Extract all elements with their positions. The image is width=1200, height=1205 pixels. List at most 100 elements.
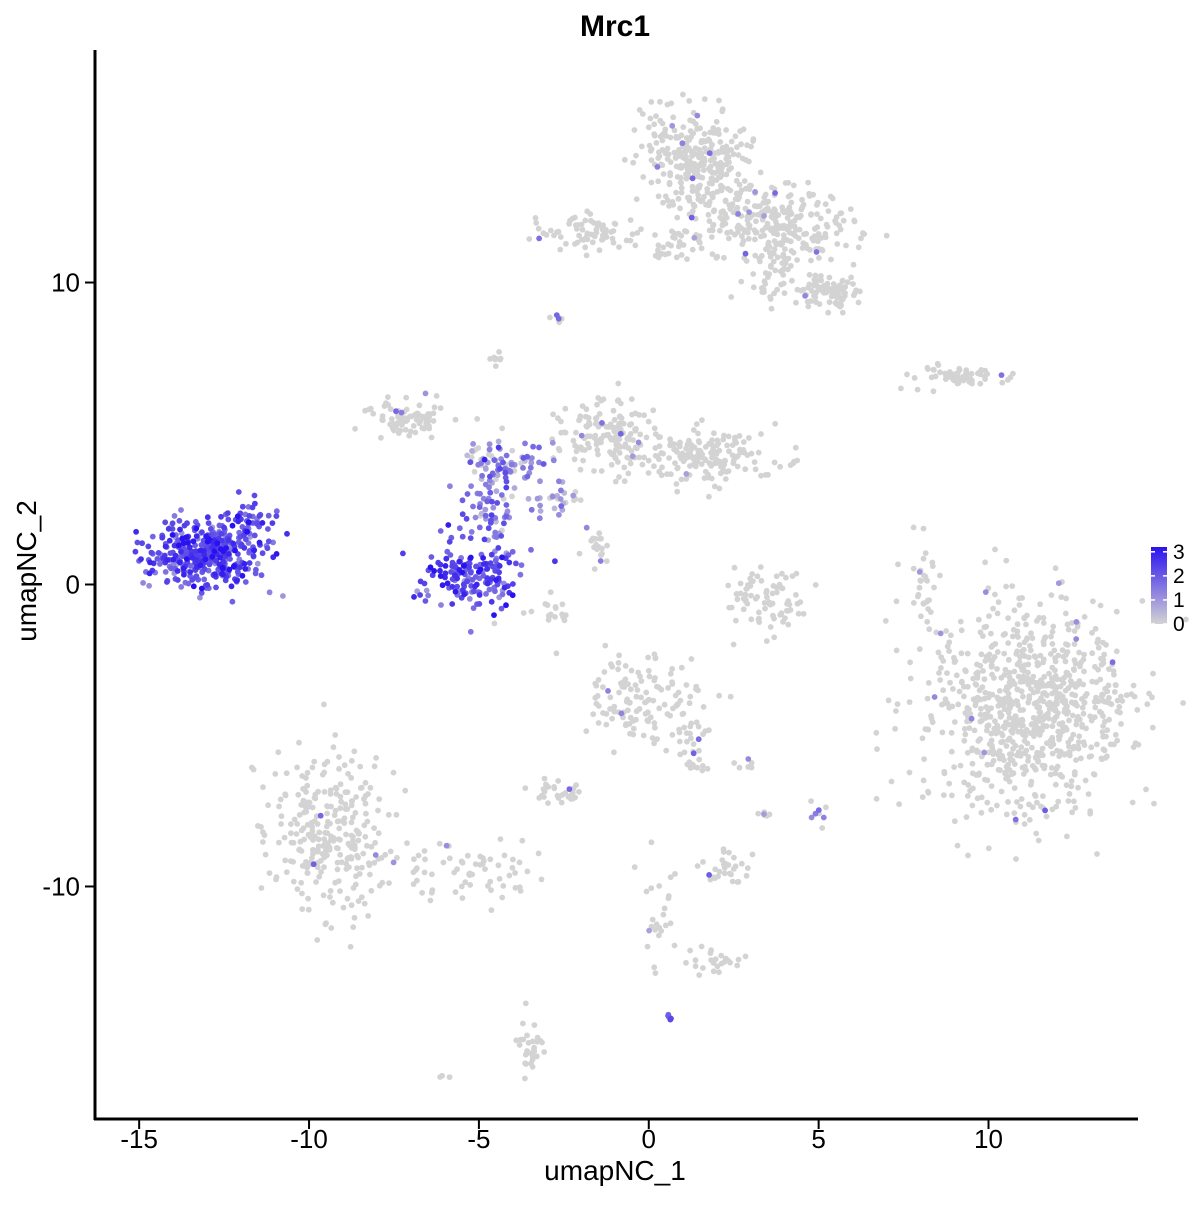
cell-point <box>1048 743 1054 750</box>
cell-point <box>598 552 604 558</box>
cell-point <box>712 956 719 963</box>
cell-point <box>390 769 397 776</box>
cell-point <box>520 465 526 471</box>
cell-point <box>627 699 633 706</box>
cell-point <box>520 610 527 616</box>
cell-point <box>189 554 196 561</box>
cell-point <box>613 446 619 453</box>
cell-point <box>162 569 169 575</box>
cell-point <box>658 472 665 479</box>
cell-point <box>608 229 614 235</box>
cell-point <box>282 857 289 864</box>
cell-point <box>352 809 359 816</box>
cell-point <box>345 855 352 861</box>
cell-point <box>470 441 476 447</box>
cell-point <box>532 215 539 221</box>
cell-point <box>666 203 672 209</box>
cell-point <box>720 467 727 474</box>
cell-point <box>937 630 944 637</box>
cell-point <box>1037 652 1044 659</box>
cell-point <box>906 699 913 705</box>
cell-point <box>910 524 917 531</box>
cell-point <box>645 654 651 661</box>
cell-point <box>741 178 748 184</box>
cell-point <box>833 214 840 221</box>
cell-point <box>528 546 534 553</box>
cell-point <box>659 137 666 144</box>
cell-point <box>1049 806 1056 813</box>
cell-point <box>994 649 1001 655</box>
cell-point <box>988 730 995 737</box>
cell-point <box>235 518 242 525</box>
cell-point <box>282 792 289 799</box>
cell-point <box>551 505 558 512</box>
cell-point <box>724 149 730 156</box>
cell-point <box>708 463 715 469</box>
cell-point <box>728 138 735 145</box>
cell-point <box>1134 707 1141 713</box>
cell-point <box>563 240 569 247</box>
cell-point <box>678 132 685 139</box>
cell-point <box>219 570 226 577</box>
cell-point <box>494 581 501 588</box>
cell-point <box>1044 712 1050 719</box>
cell-point <box>422 598 429 604</box>
cell-point <box>701 96 708 102</box>
cell-point <box>495 444 502 451</box>
cell-point <box>977 629 984 636</box>
cell-point <box>596 530 603 537</box>
cell-point <box>936 670 942 676</box>
cell-point <box>752 236 758 243</box>
cell-point <box>146 582 153 589</box>
cell-point <box>170 556 177 563</box>
cell-point <box>667 172 674 179</box>
cell-point <box>364 842 370 849</box>
cell-point <box>920 555 927 562</box>
cell-point <box>860 230 866 236</box>
cell-point <box>556 478 562 485</box>
cell-point <box>747 214 754 221</box>
cell-point <box>716 458 723 465</box>
cell-point <box>683 682 690 688</box>
cell-point <box>281 834 288 841</box>
cell-point <box>464 491 471 497</box>
cell-point <box>663 133 670 139</box>
cell-point <box>390 859 397 866</box>
cell-point <box>654 164 661 170</box>
cell-point <box>646 673 653 680</box>
cell-point <box>162 543 169 550</box>
cell-point <box>1109 659 1116 666</box>
cell-point <box>221 524 228 531</box>
cell-point <box>780 225 786 232</box>
cell-point <box>978 794 985 801</box>
cell-point <box>910 600 917 606</box>
cell-point <box>459 569 465 576</box>
cell-point <box>1021 667 1027 674</box>
cell-point <box>823 804 829 811</box>
legend-tick-label: 1 <box>1173 589 1185 612</box>
cell-point <box>1052 781 1059 788</box>
cell-point <box>225 537 232 544</box>
cell-point <box>811 233 818 240</box>
cell-point <box>1114 737 1121 744</box>
cell-point <box>855 244 862 251</box>
cell-point <box>531 1022 538 1028</box>
cell-point <box>762 281 769 287</box>
cell-point <box>985 722 992 729</box>
cell-point <box>499 554 505 561</box>
cell-point <box>1021 732 1028 739</box>
cell-point <box>1026 816 1033 823</box>
cell-point <box>651 720 658 726</box>
cell-point <box>726 448 732 455</box>
cell-point <box>178 548 184 555</box>
cell-point <box>969 760 976 767</box>
cell-point <box>721 254 727 261</box>
cell-point <box>749 571 755 577</box>
cell-point <box>686 158 693 165</box>
cell-point <box>519 837 526 844</box>
cell-point <box>595 703 602 709</box>
cell-point <box>190 538 197 545</box>
cell-point <box>787 192 794 198</box>
cell-point <box>361 900 368 907</box>
